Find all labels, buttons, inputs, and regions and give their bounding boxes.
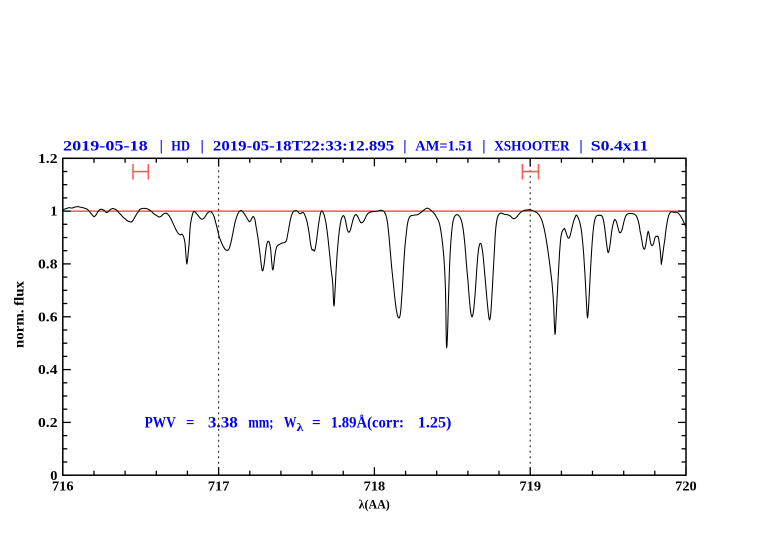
svg-text:|: | xyxy=(579,139,582,155)
svg-text:3.38: 3.38 xyxy=(208,415,238,432)
svg-text:718: 718 xyxy=(364,478,386,493)
svg-text:0.8: 0.8 xyxy=(38,257,58,272)
svg-text:PWV: PWV xyxy=(145,415,176,432)
svg-text:720: 720 xyxy=(675,478,697,493)
svg-text:=: = xyxy=(312,415,321,432)
svg-text:λ: λ xyxy=(297,422,304,434)
svg-text:|: | xyxy=(160,139,163,155)
svg-text:=: = xyxy=(186,415,194,432)
svg-text:1.89Å(corr:: 1.89Å(corr: xyxy=(331,414,404,432)
svg-text:0.2: 0.2 xyxy=(38,415,58,430)
svg-text:HD: HD xyxy=(171,139,190,155)
svg-text:λ(AA): λ(AA) xyxy=(359,498,390,512)
svg-text:0.4: 0.4 xyxy=(38,362,58,377)
svg-text:717: 717 xyxy=(208,478,230,493)
svg-text:719: 719 xyxy=(520,478,542,493)
svg-text:|: | xyxy=(482,139,485,155)
svg-text:S0.4x11: S0.4x11 xyxy=(591,139,649,155)
svg-text:W: W xyxy=(284,415,297,432)
svg-text:0.6: 0.6 xyxy=(38,309,58,324)
svg-text:mm;: mm; xyxy=(248,415,273,432)
svg-text:|: | xyxy=(201,139,204,155)
svg-text:norm. flux: norm. flux xyxy=(12,281,27,348)
svg-text:1: 1 xyxy=(50,204,57,219)
svg-text:1.25): 1.25) xyxy=(418,415,452,432)
svg-text:2019-05-18: 2019-05-18 xyxy=(63,139,148,155)
svg-text:2019-05-18T22:33:12.895: 2019-05-18T22:33:12.895 xyxy=(213,139,394,155)
svg-text:XSHOOTER: XSHOOTER xyxy=(494,139,570,155)
svg-text:|: | xyxy=(403,139,406,155)
svg-text:1.2: 1.2 xyxy=(38,151,58,166)
svg-text:0: 0 xyxy=(50,468,57,483)
svg-text:716: 716 xyxy=(52,478,74,493)
svg-text:AM=1.51: AM=1.51 xyxy=(415,139,473,155)
